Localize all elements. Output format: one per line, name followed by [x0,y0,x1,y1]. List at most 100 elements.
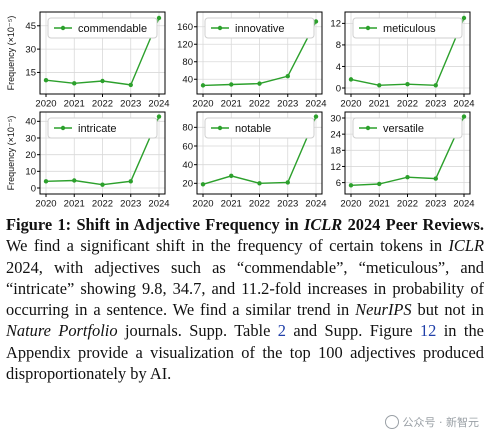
plot-area-frame [196,11,323,95]
data-point [461,15,467,21]
y-tick-label: 20 [25,150,36,161]
data-point [285,73,290,79]
plot-area-frame [344,11,471,95]
y-tick-label: 30 [25,133,36,144]
data-point [461,114,467,119]
plot-area-frame [344,111,471,195]
y-tick-label: 0 [336,83,341,94]
data-point [348,77,354,82]
data-point [229,173,234,179]
caption-text-4: journals. Supp. Table [124,321,271,341]
data-point [229,82,234,87]
legend-marker [365,25,371,31]
x-tick-label: 2022 [397,199,418,210]
data-point [72,81,77,86]
y-tick-label: 40 [25,117,36,128]
y-tick-label: 30 [25,44,36,55]
data-point [100,182,105,187]
plot-area-frame [39,11,166,95]
chart-panel-innovative: 40 80 120 160 2020 2021 2022 2023 2024 innovative [177,11,327,110]
plot-area-frame [39,111,166,195]
data-point [405,82,410,87]
x-tick-label: 2022 [249,199,270,210]
y-tick-label: 80 [182,123,193,134]
x-tick-label: 2021 [369,99,390,110]
y-tick-label: 6 [336,178,341,189]
y-tick-label: 18 [330,146,341,157]
x-tick-label: 2021 [221,199,242,210]
x-tick-label: 2020 [192,99,213,110]
legend-box [204,17,315,39]
legend-marker [60,125,66,131]
wechat-logo-icon [384,415,399,429]
venue-neurips: NeurIPS [355,300,412,320]
chart-panel-commendable: 15 30 45 2020 2021 2022 2023 2024 commendable Fre… [6,11,170,110]
x-tick-label: 2024 [453,99,474,110]
legend-entry: commendable [78,23,147,35]
y-tick-label: 120 [177,40,193,51]
caption-text-6: in the Appendix provide a visualization … [6,321,484,384]
data-point [433,83,438,88]
plot-area-frame [196,111,323,195]
caption-title: Shift in Adjective Frequency in ICLR 202… [76,215,484,234]
data-point [377,83,382,88]
x-tick-label: 2020 [35,99,56,110]
y-tick-label: 20 [182,179,193,190]
data-point [156,15,162,21]
y-tick-label: 60 [182,141,193,152]
chart-panel-versatile: 6 12 18 24 30 2020 2021 2022 2023 2024 versatile [330,111,475,210]
legend-box [47,17,158,39]
y-tick-label: 12 [330,19,341,30]
y-tick-label: 0 [31,183,36,194]
caption-label: Figure 1: [6,215,72,234]
figure-grid: 15 30 45 2020 2021 2022 2023 2024 commendable Fre… [0,0,489,210]
x-tick-label: 2022 [92,199,113,210]
x-tick-label: 2021 [221,99,242,110]
x-tick-label: 2020 [340,99,361,110]
x-tick-label: 2023 [120,99,141,110]
data-point [200,182,206,187]
caption-text-1: We find a significant shift in the frequ… [6,236,443,256]
x-tick-label: 2023 [277,199,298,210]
data-point [313,114,319,119]
legend-marker [60,25,66,31]
x-tick-label: 2024 [148,99,169,110]
chart-panel-intricate: 0 10 20 30 40 2020 2021 2022 2023 2024 intricate Fr… [6,111,170,210]
caption-text-5: and Supp. Figure [293,321,413,341]
x-tick-label: 2024 [305,99,326,110]
x-tick-label: 2023 [425,199,446,210]
y-tick-label: 8 [336,40,341,51]
chart-panel-notable: 20 40 60 80 2020 2021 2022 2023 2024 notable [182,111,327,210]
chart-panel-meticulous: 0 4 8 12 2020 2021 2022 2023 2024 meticulous [330,11,475,110]
table-reference-link[interactable]: 2 [277,321,286,341]
legend-box [47,117,158,139]
legend-marker [217,25,223,31]
caption-text-2: 2024, with adjectives such as “commendab… [6,257,484,320]
watermark-text: 公众号 · 新智元 [402,416,480,429]
x-tick-label: 2022 [397,99,418,110]
x-tick-label: 2023 [120,199,141,210]
legend-box [352,17,463,39]
data-point [72,178,77,183]
y-tick-label: 15 [25,68,36,79]
y-tick-label: 80 [182,57,193,68]
y-tick-label: 160 [177,22,193,33]
y-axis-label: Frequency (×10⁻⁵) [6,116,16,191]
data-point [200,83,206,88]
data-point [43,78,49,83]
x-tick-label: 2023 [277,99,298,110]
x-tick-label: 2020 [340,199,361,210]
y-tick-label: 40 [182,75,193,86]
data-point [257,81,262,86]
figure-reference-link[interactable]: 12 [419,321,437,341]
x-tick-label: 2024 [305,199,326,210]
caption-text-3: but not in [417,300,484,320]
y-tick-label: 30 [330,113,341,124]
y-tick-label: 24 [330,129,341,140]
legend-entry: meticulous [383,23,436,35]
x-tick-label: 2022 [92,99,113,110]
legend-entry: innovative [235,23,285,35]
x-tick-label: 2024 [148,199,169,210]
legend-marker [217,125,223,131]
